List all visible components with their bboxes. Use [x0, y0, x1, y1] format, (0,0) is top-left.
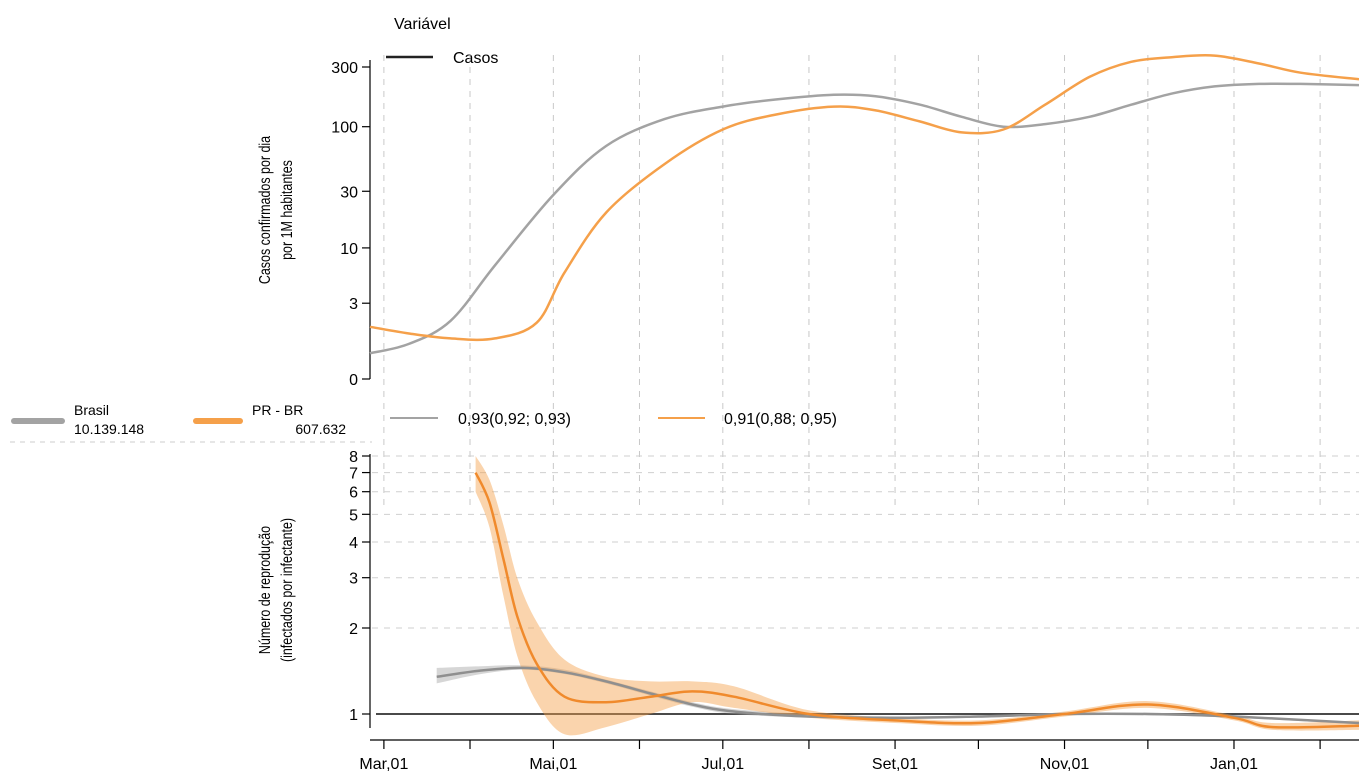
bottom-ytick-label-4: 4	[349, 535, 358, 552]
variable-legend-item: Casos	[453, 50, 498, 67]
top-panel-grid	[383, 55, 1321, 510]
top-ylabel-line1: Casos confirmados por dia	[257, 136, 275, 284]
estimate-brasil-text: 0,93(0,92; 0,93)	[458, 411, 571, 428]
bottom-panel-y-axis: 1 2 3 4 5 6 78	[349, 449, 371, 728]
x-tick-label-2: Jul,01	[701, 756, 744, 773]
bottom-series-line-pr-br	[474, 472, 1359, 729]
legend-brasil-total: 10.139.148	[74, 421, 144, 437]
bottom-ytick-label-8: 8	[349, 449, 358, 466]
bottom-ytick-label-3: 3	[349, 571, 358, 588]
bottom-ylabel-line1: Número de reprodução	[257, 526, 275, 654]
x-tick-label-3: Set,01	[872, 756, 918, 773]
top-ytick-label-30: 30	[340, 184, 358, 201]
top-panel-y-axis: 0 3 10 30 100 300	[331, 60, 371, 389]
legend-pr-name: PR - BR	[252, 402, 303, 418]
estimate-pr-text: 0,91(0,88; 0,95)	[724, 411, 837, 428]
x-tick-label-0: Mar,01	[359, 756, 408, 773]
top-ytick-label-100: 100	[331, 120, 358, 137]
x-tick-label-4: Nov,01	[1040, 756, 1090, 773]
x-tick-label-1: Mai,01	[529, 756, 577, 773]
bottom-ylabel-line2: (infectados por infectante)	[279, 518, 297, 662]
bottom-panel-confidence-bands	[436, 456, 1359, 736]
bottom-ytick-label-2: 2	[349, 621, 358, 638]
top-ytick-label-0: 0	[349, 372, 358, 389]
bottom-series-line-brasil	[436, 666, 1359, 725]
variable-legend-title: Variável	[394, 16, 451, 33]
bottom-ytick-label-7: 7	[349, 466, 358, 483]
legend-pr-total: 607.632	[295, 421, 346, 437]
top-panel-series	[369, 53, 1359, 355]
bottom-panel-series	[436, 472, 1359, 729]
top-series-line-brasil	[369, 82, 1359, 355]
bottom-ytick-label-1: 1	[349, 707, 358, 724]
top-ytick-label-10: 10	[340, 241, 358, 258]
bottom-ytick-label-6: 6	[349, 485, 358, 502]
bottom-panel-grid	[372, 455, 1359, 715]
bottom-ytick-label-5: 5	[349, 507, 358, 524]
top-ytick-label-300: 300	[331, 60, 358, 77]
bottom-band-pr-br	[475, 456, 1359, 736]
top-ylabel-line2: por 1M habitantes	[279, 160, 297, 260]
legend-brasil-name: Brasil	[74, 402, 109, 418]
x-tick-label-5: Jan,01	[1210, 756, 1258, 773]
x-axis: Mar,01 Mai,01 Jul,01 Set,01 Nov,01 Jan,01	[359, 739, 1359, 773]
top-ytick-label-3: 3	[349, 296, 358, 313]
top-series-line-pr-br	[369, 53, 1359, 342]
